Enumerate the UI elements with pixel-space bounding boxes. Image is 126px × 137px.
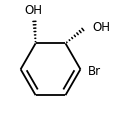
Text: Br: Br — [88, 65, 101, 78]
Text: OH: OH — [24, 4, 42, 17]
Text: OH: OH — [92, 21, 110, 34]
